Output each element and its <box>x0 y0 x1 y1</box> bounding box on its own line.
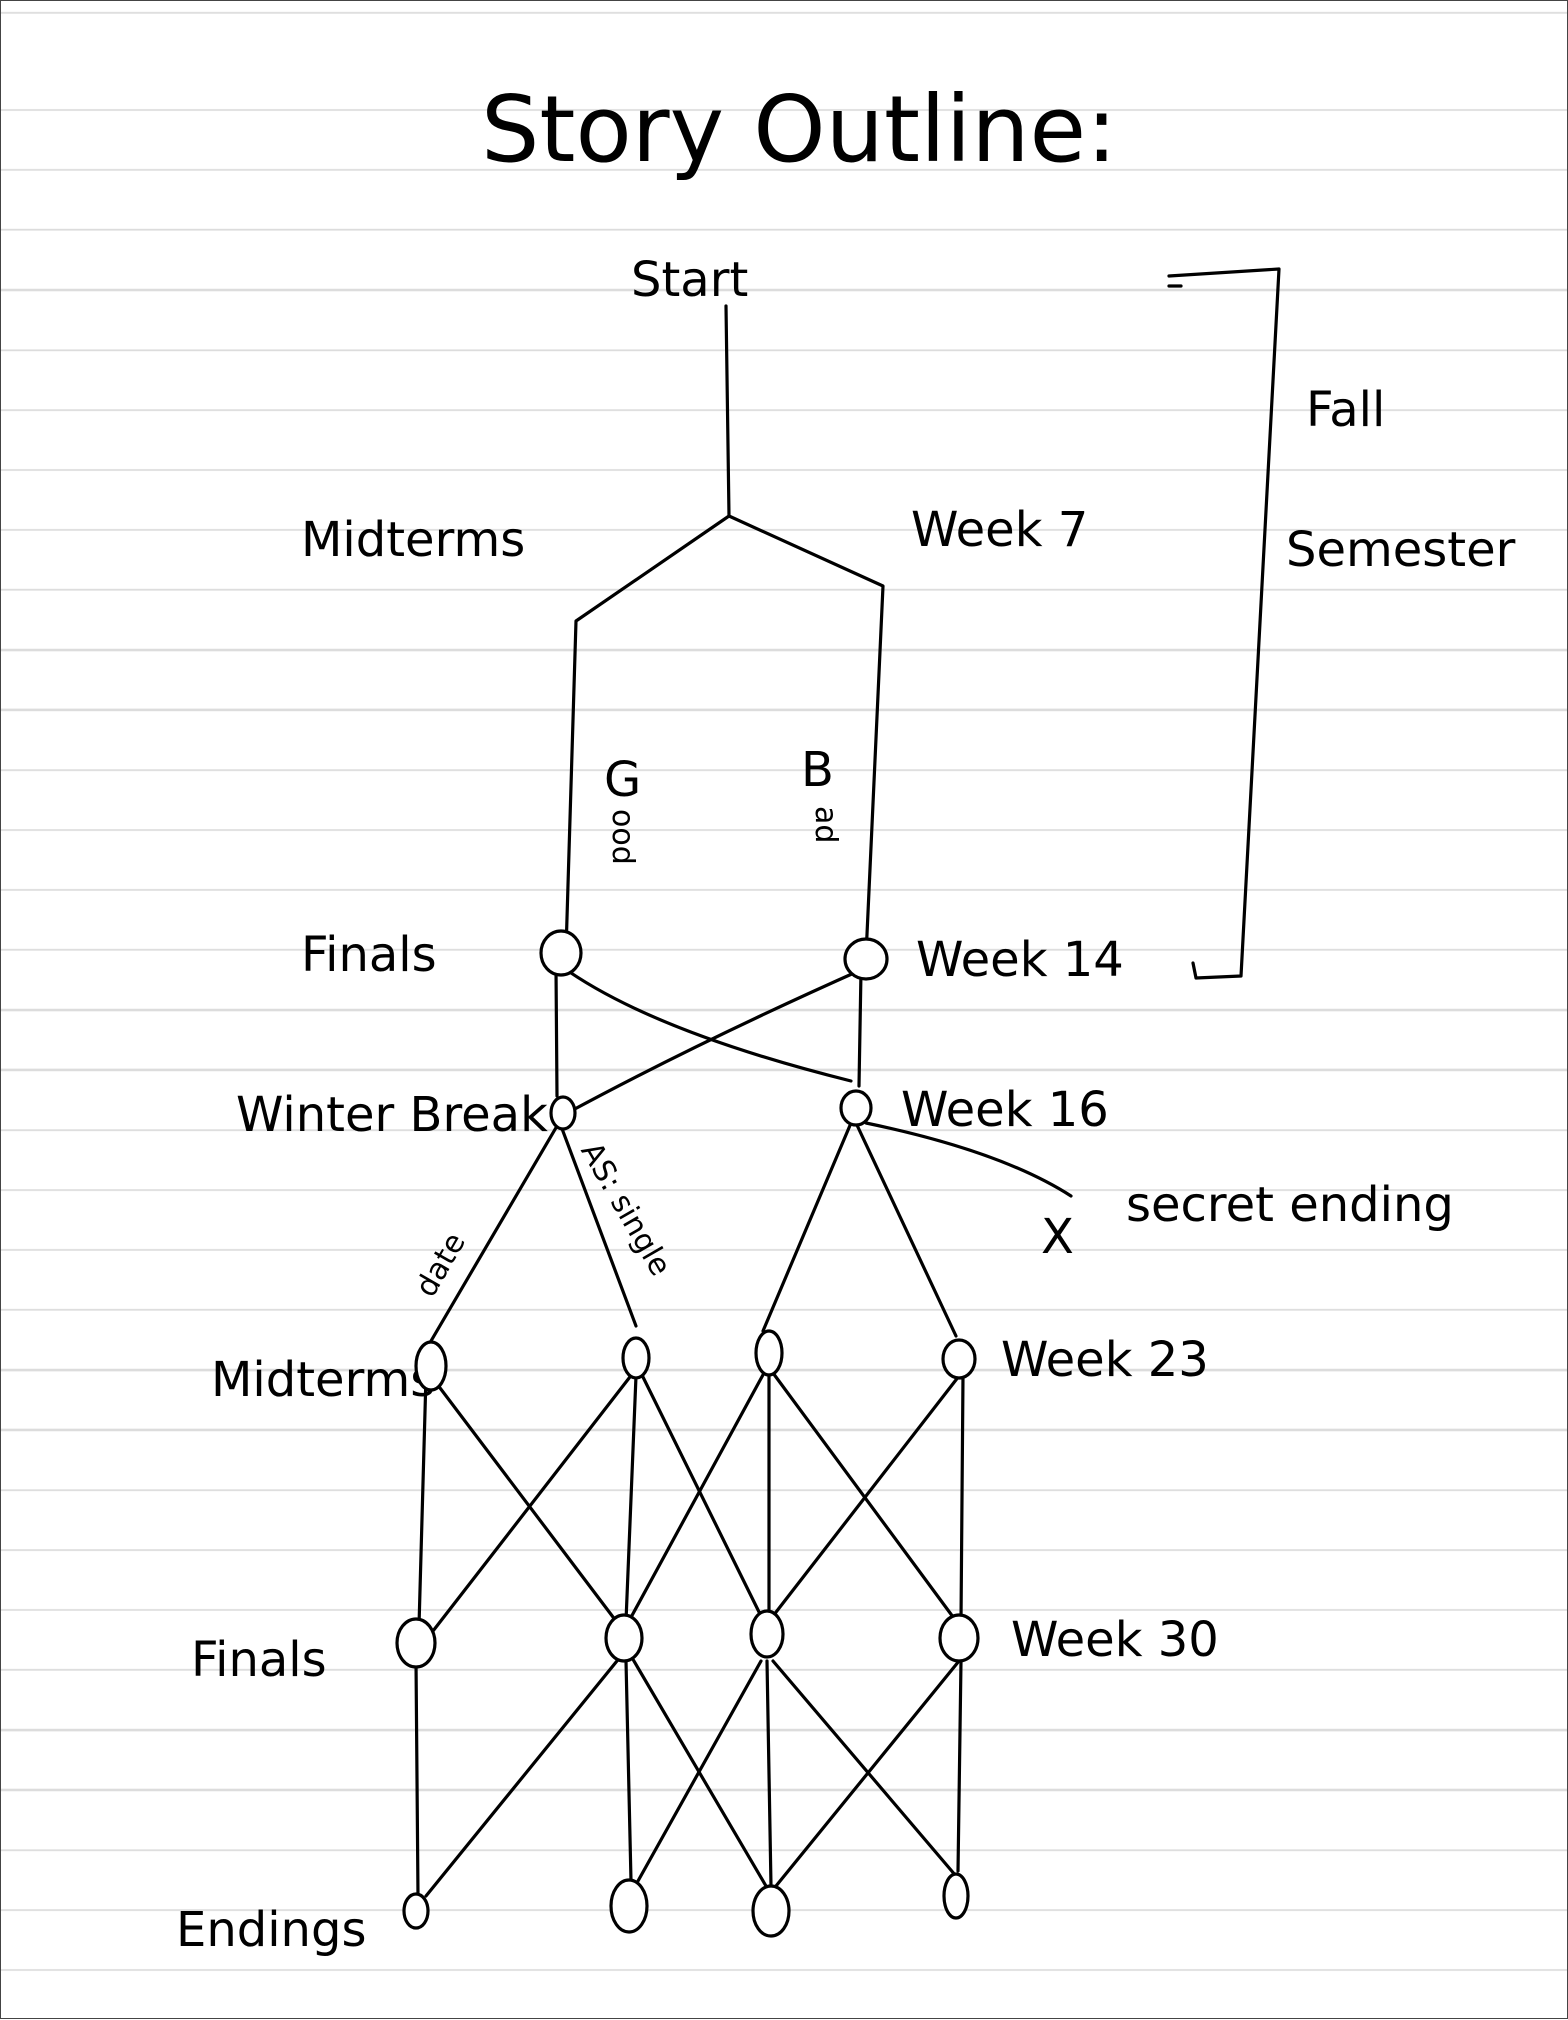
node-week16 <box>839 1089 873 1127</box>
edge-f3-e2 <box>636 1659 763 1883</box>
edge-secret-ending <box>864 1121 1073 1198</box>
edge-m2-f1 <box>431 1371 635 1633</box>
bracket-label-fall: Fall <box>1306 382 1385 438</box>
good-branch-label: G <box>604 752 641 808</box>
edge-m4-f4 <box>959 1374 965 1623</box>
edge-winter-to-date <box>429 1124 559 1343</box>
node-midterms-3 <box>754 1329 784 1377</box>
single-branch-label: AS: single <box>573 1136 677 1282</box>
secret-ending-mark: X <box>1041 1209 1074 1265</box>
edge-f2-e1 <box>424 1654 623 1898</box>
label-midterms-2: Midterms <box>211 1352 435 1408</box>
node-finals-4 <box>938 1613 980 1663</box>
label-week-23: Week 23 <box>1001 1332 1209 1388</box>
diagram-title: Story Outline: <box>481 76 1117 183</box>
label-finals-1: Finals <box>301 927 437 983</box>
node-week14-bad <box>843 937 889 981</box>
start-trunk <box>724 304 731 518</box>
label-week-16: Week 16 <box>901 1082 1109 1138</box>
good-branch-label-rest: ood <box>605 809 640 865</box>
edge-m2-f2 <box>624 1374 638 1623</box>
label-midterms-1: Midterms <box>301 512 525 568</box>
node-finals-good <box>539 929 583 977</box>
edge-week16-to-mid3 <box>761 1121 853 1333</box>
label-finals-2: Finals <box>191 1632 327 1688</box>
edge-finals-left-to-week16 <box>559 964 853 1083</box>
node-winter-break <box>549 1095 577 1131</box>
edge-week16-to-mid4 <box>854 1121 958 1338</box>
node-ending-3 <box>751 1884 791 1938</box>
bad-branch-label-rest: ad <box>808 806 843 843</box>
edge-f3-e4 <box>771 1659 958 1878</box>
edge-m3-f2 <box>627 1371 766 1623</box>
edge-m2-f3 <box>639 1371 763 1618</box>
edge-finals-left-to-winter <box>554 967 559 1098</box>
edge-m1-f1 <box>417 1374 428 1628</box>
bracket-label-semester: Semester <box>1286 522 1516 578</box>
split-left-edge <box>564 514 731 953</box>
fall-semester-bracket <box>1167 267 1281 980</box>
node-midterms-2 <box>621 1336 651 1380</box>
secret-ending-label: secret ending <box>1126 1177 1454 1233</box>
date-branch-label: date <box>409 1227 473 1303</box>
label-endings: Endings <box>176 1902 366 1958</box>
node-finals-1 <box>395 1617 437 1669</box>
edge-f4-e4 <box>956 1659 963 1873</box>
edge-f1-e1 <box>414 1659 420 1898</box>
node-finals-3 <box>749 1609 785 1659</box>
node-midterms-1 <box>414 1340 448 1392</box>
label-winter-break: Winter Break <box>236 1087 548 1143</box>
edge-winter-to-single <box>559 1124 638 1328</box>
bad-branch-label: B <box>801 742 834 798</box>
edge-f3-e3 <box>765 1659 773 1888</box>
node-ending-1 <box>402 1892 430 1930</box>
node-ending-4 <box>942 1872 970 1920</box>
edge-finals-right-to-week16 <box>857 969 863 1088</box>
edge-m1-f2 <box>429 1374 618 1623</box>
edge-f4-e3 <box>774 1659 961 1888</box>
split-right-edge <box>727 514 885 958</box>
start-label: Start <box>631 252 748 308</box>
node-ending-2 <box>609 1878 649 1934</box>
edge-finals-right-to-winter <box>569 967 865 1113</box>
label-week-14: Week 14 <box>916 932 1124 988</box>
label-week-30: Week 30 <box>1011 1612 1219 1668</box>
edge-m4-f3 <box>771 1374 961 1618</box>
node-finals-2 <box>604 1613 644 1663</box>
edge-f2-e2 <box>624 1659 633 1883</box>
node-midterms-4 <box>941 1338 977 1380</box>
label-week-7: Week 7 <box>911 502 1088 558</box>
